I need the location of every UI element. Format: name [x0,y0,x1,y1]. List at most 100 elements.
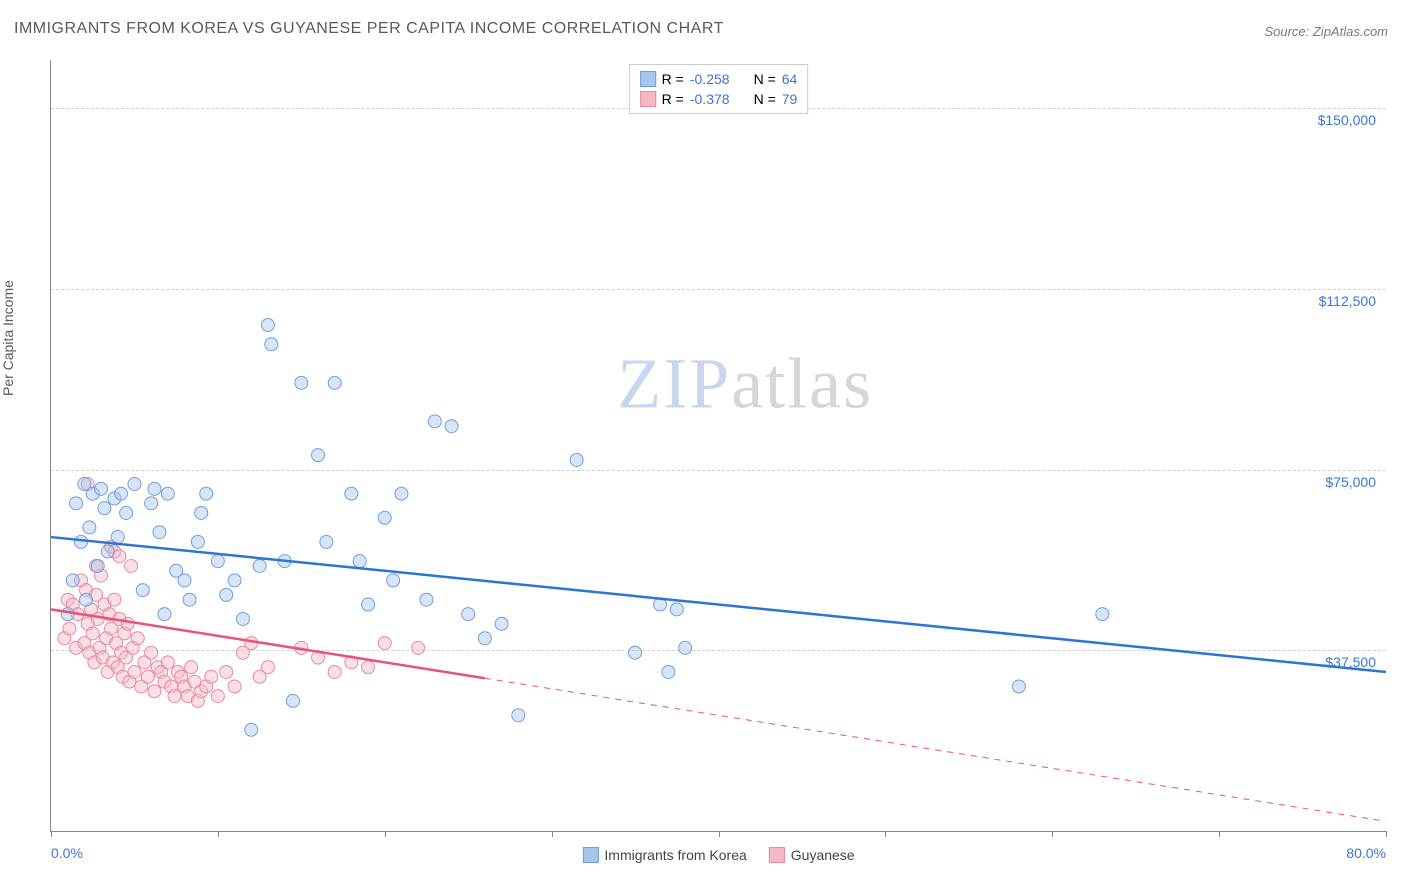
data-point [328,376,341,389]
data-point [462,608,475,621]
x-tick [719,831,720,837]
data-point [378,511,391,524]
data-point [86,627,99,640]
plot-area: ZIPatlas R = -0.258 N = 64 R = -0.378 N … [50,60,1386,832]
x-tick [1052,831,1053,837]
data-point [195,506,208,519]
data-point [80,593,93,606]
data-point [128,478,141,491]
data-point [108,593,121,606]
legend-row-korea: R = -0.258 N = 64 [640,69,798,89]
data-point [98,502,111,515]
data-point [353,555,366,568]
x-tick [218,831,219,837]
data-point [378,637,391,650]
legend-item-guyanese: Guyanese [769,847,855,863]
x-tick [1219,831,1220,837]
swatch-guyanese [640,91,656,107]
data-point [679,641,692,654]
data-point [312,449,325,462]
data-point [91,559,104,572]
data-point [328,665,341,678]
data-point [121,617,134,630]
data-point [261,661,274,674]
data-point [228,574,241,587]
legend-row-guyanese: R = -0.378 N = 79 [640,89,798,109]
n-value-korea: 64 [782,71,798,87]
r-prefix: R = [662,91,684,107]
r-value-korea: -0.258 [690,71,730,87]
data-point [512,709,525,722]
chart-title: IMMIGRANTS FROM KOREA VS GUYANESE PER CA… [14,20,724,38]
data-point [145,497,158,510]
data-point [148,685,161,698]
data-point [141,670,154,683]
x-tick [385,831,386,837]
data-point [428,415,441,428]
series-label-korea: Immigrants from Korea [604,847,746,863]
data-point [205,670,218,683]
data-point [211,555,224,568]
data-point [445,420,458,433]
data-point [101,545,114,558]
data-point [183,593,196,606]
data-point [1096,608,1109,621]
data-point [236,612,249,625]
data-point [95,482,108,495]
data-point [629,646,642,659]
data-point [228,680,241,693]
data-point [115,487,128,500]
data-point [66,574,79,587]
n-value-guyanese: 79 [782,91,798,107]
legend-series: Immigrants from Korea Guyanese [582,847,854,863]
swatch-guyanese-icon [769,847,785,863]
data-point [495,617,508,630]
data-point [420,593,433,606]
data-point [670,603,683,616]
data-point [70,497,83,510]
source-attribution: Source: ZipAtlas.com [1264,24,1388,39]
swatch-korea [640,71,656,87]
trend-line [51,537,1386,672]
data-point [286,694,299,707]
data-point [191,535,204,548]
data-point [362,598,375,611]
data-point [570,453,583,466]
data-point [111,531,124,544]
data-point [345,487,358,500]
legend-statistics: R = -0.258 N = 64 R = -0.378 N = 79 [629,64,809,114]
data-point [125,559,138,572]
data-point [91,612,104,625]
data-point [245,723,258,736]
legend-item-korea: Immigrants from Korea [582,847,746,863]
series-label-guyanese: Guyanese [791,847,855,863]
data-point [478,632,491,645]
x-tick [51,831,52,837]
data-point [168,690,181,703]
x-tick [1386,831,1387,837]
data-point [395,487,408,500]
data-point [295,376,308,389]
data-point [200,487,213,500]
data-point [220,665,233,678]
data-point [1012,680,1025,693]
x-min-label: 0.0% [51,845,83,861]
data-point [75,535,88,548]
data-point [83,521,96,534]
data-point [113,550,126,563]
data-point [178,574,191,587]
data-point [253,559,266,572]
data-point [131,632,144,645]
data-point [161,487,174,500]
data-point [148,482,161,495]
n-prefix: N = [754,71,776,87]
data-point [662,665,675,678]
r-value-guyanese: -0.378 [690,91,730,107]
data-point [145,646,158,659]
scatter-svg [51,60,1386,831]
data-point [136,584,149,597]
data-point [261,319,274,332]
data-point [185,661,198,674]
n-prefix: N = [754,91,776,107]
x-max-label: 80.0% [1346,845,1386,861]
